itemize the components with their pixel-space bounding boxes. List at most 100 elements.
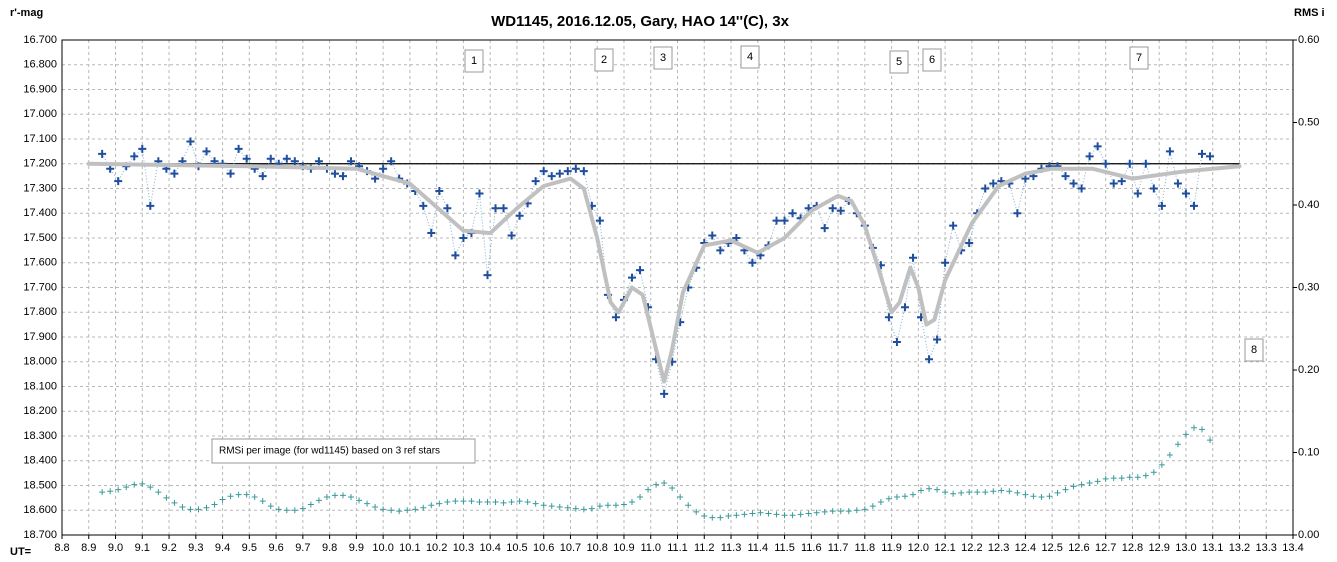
point — [1086, 480, 1093, 487]
x-tick-label: 12.5 — [1041, 542, 1062, 554]
point — [540, 502, 547, 509]
y2-tick-label: 0.50 — [1298, 116, 1319, 128]
y-tick-label: 17.500 — [23, 232, 57, 244]
point — [420, 504, 427, 511]
point — [893, 494, 900, 501]
point — [989, 179, 998, 188]
point — [146, 201, 155, 210]
point — [1141, 159, 1150, 168]
point — [813, 509, 820, 516]
chart-title: WD1145, 2016.12.05, Gary, HAO 14''(C), 3… — [491, 13, 790, 30]
x-tick-label: 12.9 — [1148, 542, 1169, 554]
x-tick-label: 13.3 — [1256, 542, 1277, 554]
point — [1109, 179, 1118, 188]
x-tick-label: 9.1 — [135, 542, 150, 554]
point — [820, 224, 829, 233]
y-tick-label: 16.700 — [23, 34, 57, 46]
point — [595, 216, 604, 225]
point — [531, 177, 540, 186]
point — [179, 503, 186, 510]
point — [998, 487, 1005, 494]
point — [1102, 475, 1109, 482]
y2-tick-label: 0.00 — [1298, 529, 1319, 541]
point — [227, 493, 234, 500]
point — [892, 337, 901, 346]
y2-tick-label: 0.10 — [1298, 446, 1319, 458]
point — [1189, 201, 1198, 210]
y-tick-label: 17.100 — [23, 133, 57, 145]
point — [604, 502, 611, 509]
point — [163, 494, 170, 501]
y-tick-label: 18.400 — [23, 455, 57, 467]
annotation-box — [1129, 46, 1149, 70]
point — [114, 177, 123, 186]
point — [708, 231, 717, 240]
point — [1165, 147, 1174, 156]
point — [1118, 475, 1125, 482]
y-tick-label: 17.800 — [23, 306, 57, 318]
point — [556, 503, 563, 510]
point — [338, 172, 347, 181]
point — [1149, 184, 1158, 193]
point — [171, 499, 178, 506]
y-tick-label: 18.500 — [23, 479, 57, 491]
annotation-box — [653, 46, 673, 70]
point — [974, 489, 981, 496]
point — [925, 355, 934, 364]
point — [468, 498, 475, 505]
y-tick-label: 18.600 — [23, 504, 57, 516]
point — [612, 502, 619, 509]
x-tick-label: 11.0 — [640, 542, 661, 554]
point — [459, 234, 468, 242]
point — [131, 481, 138, 488]
point — [500, 499, 507, 506]
y-tick-label: 17.300 — [23, 182, 57, 194]
point — [307, 501, 314, 508]
x-tick-label: 11.4 — [747, 542, 768, 554]
point — [1062, 486, 1069, 493]
point — [990, 488, 997, 495]
point — [611, 313, 620, 322]
point — [130, 152, 139, 161]
point — [933, 335, 942, 344]
point — [1038, 494, 1045, 501]
point — [1078, 481, 1085, 488]
point — [547, 172, 556, 181]
point — [845, 508, 852, 515]
x-tick-label: 11.1 — [667, 542, 688, 554]
point — [170, 169, 179, 178]
point — [475, 189, 484, 198]
x-tick-label: 10.5 — [506, 542, 527, 554]
point — [966, 489, 973, 496]
point — [347, 157, 356, 166]
point — [283, 507, 290, 514]
point — [138, 144, 147, 153]
point — [139, 480, 146, 487]
annotation-box — [922, 48, 942, 72]
point — [965, 238, 974, 247]
point — [788, 209, 797, 218]
point — [275, 506, 282, 513]
x-tick-label: 11.2 — [694, 542, 715, 554]
point — [861, 506, 868, 513]
model-curve — [86, 161, 1242, 384]
point — [781, 512, 788, 519]
y-tick-label: 18.200 — [23, 405, 57, 417]
point — [1150, 469, 1157, 476]
point — [356, 497, 363, 504]
point — [532, 500, 539, 507]
point — [1133, 189, 1142, 198]
point — [749, 510, 756, 517]
x-tick-label: 10.7 — [560, 542, 581, 554]
point — [853, 507, 860, 514]
point — [709, 514, 716, 521]
y-tick-label: 18.000 — [23, 356, 57, 368]
x-tick-label: 10.6 — [533, 542, 554, 554]
point — [115, 486, 122, 493]
point — [884, 313, 893, 322]
point — [339, 492, 346, 499]
x-tick-label: 9.7 — [295, 542, 310, 554]
point — [258, 172, 267, 181]
point — [492, 499, 499, 505]
point — [836, 206, 845, 215]
